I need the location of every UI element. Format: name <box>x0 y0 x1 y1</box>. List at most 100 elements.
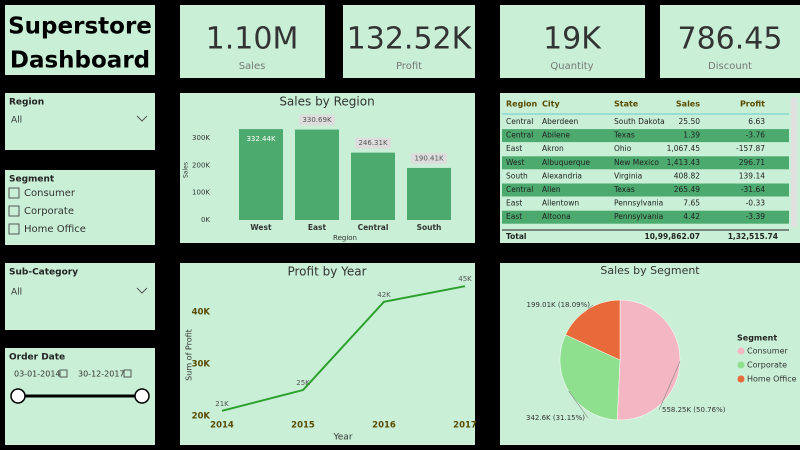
slider-handle[interactable] <box>10 388 26 404</box>
label-bg <box>299 114 335 126</box>
x-tick-label: 2016 <box>372 421 396 431</box>
y-tick-label: 200K <box>192 161 210 169</box>
kpi-value: 786.45 <box>678 22 783 57</box>
scrollbar[interactable] <box>791 97 797 227</box>
table-cell: Albuquerque <box>542 158 590 167</box>
table-cell: 4.42 <box>683 212 700 221</box>
kpi-label: Sales <box>239 61 266 72</box>
line-chart-tile <box>180 263 475 445</box>
dropdown-arrow[interactable] <box>136 287 148 294</box>
table-cell: 6.63 <box>748 117 765 126</box>
table-cell: Ohio <box>614 144 632 153</box>
legend-swatch <box>737 347 745 355</box>
table-cell: -157.87 <box>736 144 765 153</box>
axis-label: Sum of Profit <box>185 329 194 381</box>
slider-handle[interactable] <box>134 388 150 404</box>
column-header: Region <box>506 100 538 109</box>
calendar-icon[interactable] <box>59 369 68 378</box>
region-filter[interactable] <box>5 93 155 150</box>
data-label: 330.69K <box>302 116 331 124</box>
row-highlight <box>502 156 789 170</box>
chart-title: Sales by Segment <box>600 264 700 277</box>
data-label: 199.01K (18.09%) <box>527 301 591 309</box>
segment-option[interactable]: Corporate <box>24 206 74 217</box>
table-cell: Central <box>506 117 533 126</box>
legend-title: Segment <box>737 334 777 343</box>
table-cell: New Mexico <box>614 158 659 167</box>
table-cell: Pennsylvania <box>614 212 663 221</box>
row-highlight <box>502 210 789 224</box>
date-start[interactable]: 03-01-2014 <box>14 370 61 379</box>
filter-label: Segment <box>9 175 55 185</box>
table-cell: 296.71 <box>739 158 765 167</box>
axis-label: Region <box>333 234 357 242</box>
filter-value[interactable]: All <box>11 288 22 298</box>
table-cell: West <box>506 158 524 167</box>
table-cell: Allen <box>542 185 561 194</box>
table-cell: Virginia <box>614 171 642 180</box>
checkbox[interactable] <box>8 223 20 235</box>
filter-label: Order Date <box>9 353 65 363</box>
row-highlight <box>502 183 789 197</box>
table-cell: 25.50 <box>679 117 701 126</box>
axis-label: Year <box>332 433 352 443</box>
calendar-icon[interactable] <box>123 369 132 378</box>
data-label: 45K <box>458 275 472 283</box>
legend-entry[interactable]: Corporate <box>747 361 787 370</box>
chart-title: Profit by Year <box>287 265 366 279</box>
table-cell: -3.39 <box>746 212 766 221</box>
table-cell: -31.64 <box>741 185 765 194</box>
dashboard-title: Dashboard <box>10 48 150 74</box>
date-end[interactable]: 30-12-2017 <box>78 370 125 379</box>
bar <box>295 129 339 220</box>
table-cell: East <box>506 199 522 208</box>
column-header: Profit <box>740 100 765 109</box>
segment-filter[interactable] <box>5 170 155 245</box>
table-cell: Central <box>506 131 533 140</box>
total-cell: Total <box>506 232 527 241</box>
pie-slice <box>565 299 621 361</box>
title-tile <box>5 5 155 75</box>
checkbox[interactable] <box>8 187 20 199</box>
table-cell: 139.14 <box>739 171 765 180</box>
table-cell: Abilene <box>542 131 570 140</box>
total-cell: 1,32,515.74 <box>728 232 778 241</box>
table-cell: Allentown <box>542 199 579 208</box>
pie-slice <box>616 299 681 421</box>
leader-line <box>658 361 681 411</box>
bar <box>239 129 283 220</box>
table-cell: Texas <box>613 185 635 194</box>
x-tick-label: East <box>308 223 327 232</box>
y-tick-label: 20K <box>192 412 211 422</box>
row-highlight <box>502 129 789 143</box>
segment-option[interactable]: Consumer <box>24 188 76 199</box>
kpi-label: Quantity <box>550 61 593 72</box>
subcategory-filter[interactable] <box>5 263 155 330</box>
dropdown-arrow[interactable] <box>136 115 148 122</box>
table-cell: Akron <box>542 144 564 153</box>
data-label: 25K <box>296 379 310 387</box>
segment-option[interactable]: Home Office <box>24 224 86 235</box>
filter-label: Region <box>9 98 44 108</box>
checkbox[interactable] <box>8 205 20 217</box>
x-tick-label: Central <box>358 223 389 232</box>
line <box>221 285 466 412</box>
table-cell: -3.76 <box>746 131 766 140</box>
label-bg <box>355 137 391 149</box>
filter-value[interactable]: All <box>11 116 22 126</box>
filter-label: Sub-Category <box>9 268 78 278</box>
legend-swatch <box>737 375 745 383</box>
table-cell: 265.49 <box>674 185 700 194</box>
label-bg <box>411 152 447 164</box>
axis-label: Sales <box>183 162 190 178</box>
kpi-label: Profit <box>396 61 422 72</box>
table-cell: 1,067.45 <box>667 144 701 153</box>
legend-entry[interactable]: Consumer <box>747 347 789 356</box>
x-tick-label: West <box>250 223 272 232</box>
table-cell: 1,413.43 <box>667 158 701 167</box>
legend-entry[interactable]: Home Office <box>747 375 797 384</box>
leader-line <box>587 304 594 310</box>
y-tick-label: 100K <box>192 189 210 197</box>
kpi-value: 132.52K <box>347 22 473 57</box>
